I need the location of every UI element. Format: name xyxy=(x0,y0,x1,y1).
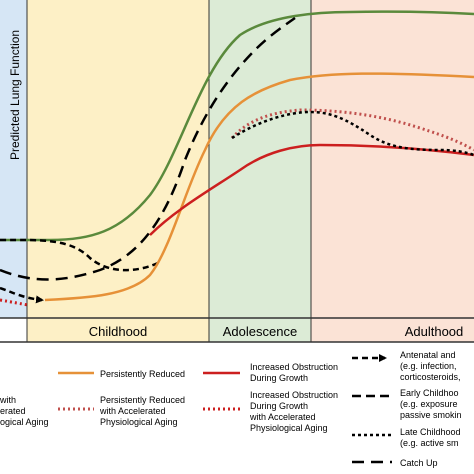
legend-label-inc-2: During Growth xyxy=(250,373,308,383)
curve-antenatal-arrow xyxy=(0,286,44,304)
curve-catch-up xyxy=(0,16,296,281)
legend-label-antenatal-2: (e.g. infection, xyxy=(400,361,457,371)
legend-label-antenatal-1: Antenatal and xyxy=(400,350,456,360)
adulthood-band xyxy=(311,0,474,342)
legend-label-early-3: passive smokin xyxy=(400,410,462,420)
curve-late-childhood xyxy=(231,110,474,157)
antenatal-band xyxy=(0,0,27,318)
legend-col1-line2: erated xyxy=(0,406,26,416)
legend-label-late-2: (e.g. active sm xyxy=(400,438,459,448)
legend-label-persistently-reduced: Persistently Reduced xyxy=(100,369,185,379)
curve-persistently-reduced-accel xyxy=(230,108,474,152)
legend-label-accel-2: with Accelerated xyxy=(99,406,166,416)
adolescence-band xyxy=(209,0,311,342)
legend-label-catch-up: Catch Up xyxy=(400,458,438,468)
legend-label-antenatal-3: corticosteroids, xyxy=(400,372,461,382)
legend-label-late-1: Late Childhood xyxy=(400,427,461,437)
legend-label-acc-1: Increased Obstruction xyxy=(250,390,338,400)
legend-label-acc-4: Physiological Aging xyxy=(250,423,328,433)
legend-label-acc-2: During Growth xyxy=(250,401,308,411)
curve-early-childhood xyxy=(0,238,161,272)
legend-label-early-1: Early Childhoo xyxy=(400,388,459,398)
legend-label-accel-1: Persistently Reduced xyxy=(100,395,185,405)
y-axis-label: Predicted Lung Function xyxy=(8,30,22,160)
childhood-band xyxy=(27,0,209,342)
curve-persistently-reduced xyxy=(44,72,474,302)
legend-label-early-2: (e.g. exposure xyxy=(400,399,458,409)
curve-increased-obstruction-accel xyxy=(0,298,29,307)
legend-col1-line1: with xyxy=(0,395,16,405)
legend-label-accel-3: Physiological Aging xyxy=(100,417,178,427)
curve-normal-green xyxy=(0,10,474,242)
phase-label-adulthood: Adulthood xyxy=(405,324,464,339)
phase-label-adolescence: Adolescence xyxy=(223,324,297,339)
legend-label-inc-1: Increased Obstruction xyxy=(250,362,338,372)
phase-label-childhood: Childhood xyxy=(89,324,148,339)
legend-col1-line3: ogical Aging xyxy=(0,417,49,427)
legend-label-acc-3: with Accelerated xyxy=(249,412,316,422)
